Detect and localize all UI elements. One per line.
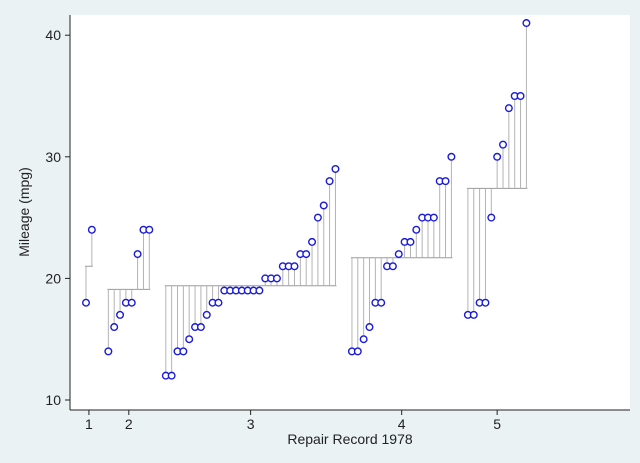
data-point: [319, 201, 328, 210]
data-point: [388, 262, 397, 271]
chart-marks: [81, 19, 531, 380]
data-point: [353, 347, 362, 356]
data-point: [185, 335, 194, 344]
data-point: [516, 91, 525, 100]
data-point: [104, 347, 113, 356]
data-point: [377, 298, 386, 307]
x-tick-label: 2: [125, 416, 133, 432]
x-tick-label: 1: [85, 416, 93, 432]
data-point: [493, 152, 502, 161]
y-tick-label: 40: [45, 27, 61, 43]
data-point: [441, 177, 450, 186]
plot-area: [70, 15, 630, 410]
data-point: [179, 347, 188, 356]
data-point: [133, 250, 142, 259]
data-point: [481, 298, 490, 307]
data-point: [412, 225, 421, 234]
data-point: [81, 298, 90, 307]
data-point: [331, 164, 340, 173]
data-point: [522, 19, 531, 28]
data-point: [302, 250, 311, 259]
data-point: [406, 237, 415, 246]
data-point: [110, 323, 119, 332]
x-axis-label: Repair Record 1978: [287, 431, 413, 447]
y-tick-label: 30: [45, 149, 61, 165]
data-point: [116, 310, 125, 319]
data-point: [447, 152, 456, 161]
data-point: [325, 177, 334, 186]
x-tick-label: 3: [247, 416, 255, 432]
data-point: [469, 310, 478, 319]
data-point: [499, 140, 508, 149]
data-point: [429, 213, 438, 222]
x-tick-label: 4: [398, 416, 406, 432]
data-point: [308, 237, 317, 246]
data-point: [365, 323, 374, 332]
data-point: [504, 104, 513, 113]
y-ticks: 10 20 30 40: [45, 27, 70, 408]
data-point: [313, 213, 322, 222]
data-point: [290, 262, 299, 271]
data-point: [359, 335, 368, 344]
data-point: [255, 286, 264, 295]
y-tick-label: 10: [45, 392, 61, 408]
y-tick-label: 20: [45, 270, 61, 286]
data-point: [145, 225, 154, 234]
data-point: [214, 298, 223, 307]
data-point: [167, 371, 176, 380]
data-point: [394, 250, 403, 259]
y-axis-label: Mileage (mpg): [16, 167, 32, 256]
data-point: [487, 213, 496, 222]
x-tick-label: 5: [493, 416, 501, 432]
x-ticks: 1 2 3 4 5: [85, 410, 501, 432]
data-point: [87, 225, 96, 234]
data-point: [196, 323, 205, 332]
data-point: [272, 274, 281, 283]
data-point: [202, 310, 211, 319]
data-point: [127, 298, 136, 307]
